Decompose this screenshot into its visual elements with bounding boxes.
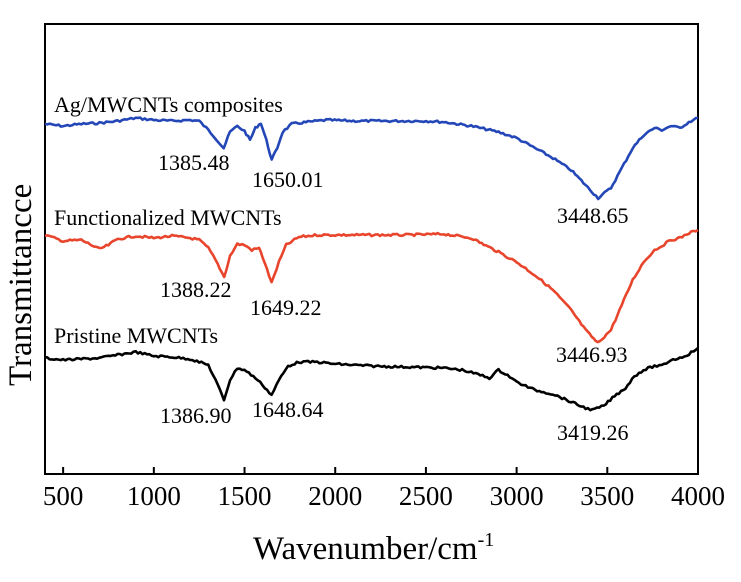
x-axis-ticks: 500 1000 1500 2000 2500 3000 3500 4000 — [43, 467, 725, 511]
x-tick-label-1000: 1000 — [127, 481, 181, 511]
x-axis-title-text: Wavenumber/cm — [253, 531, 478, 567]
x-tick-label-500: 500 — [43, 481, 84, 511]
x-axis-title: Wavenumber/cm-1 — [253, 529, 494, 567]
x-tick-label-3500: 3500 — [580, 481, 634, 511]
series-line-1 — [44, 228, 699, 344]
peak-label-ag-3448: 3448.65 — [557, 203, 629, 228]
peak-label-func-1649: 1649.22 — [250, 295, 322, 320]
plot-frame — [44, 23, 699, 475]
peak-label-ag-1650: 1650.01 — [252, 167, 324, 192]
peak-label-func-3446: 3446.93 — [556, 342, 628, 367]
peak-label-func-1388: 1388.22 — [160, 277, 232, 302]
x-tick-label-1500: 1500 — [218, 481, 272, 511]
x-tick-label-2000: 2000 — [308, 481, 362, 511]
x-tick-label-2500: 2500 — [399, 481, 453, 511]
series-line-2 — [44, 347, 699, 412]
series-line-0 — [44, 116, 699, 201]
x-tick-label-4000: 4000 — [671, 481, 725, 511]
series-label-functionalized-mwcnts: Functionalized MWCNTs — [54, 205, 282, 230]
peak-label-pristine-3419: 3419.26 — [557, 420, 629, 445]
x-axis-title-superscript: -1 — [478, 529, 495, 551]
y-axis-title: Transmittancce — [3, 184, 39, 386]
series-layer — [44, 116, 699, 412]
series-label-ag-mwcnts: Ag/MWCNTs composites — [54, 92, 283, 117]
peak-label-pristine-1386: 1386.90 — [160, 403, 232, 428]
series-label-pristine-mwcnts: Pristine MWCNTs — [54, 323, 218, 348]
peak-label-pristine-1648: 1648.64 — [252, 397, 324, 422]
peak-label-ag-1385: 1385.48 — [158, 150, 230, 175]
x-tick-label-3000: 3000 — [490, 481, 544, 511]
